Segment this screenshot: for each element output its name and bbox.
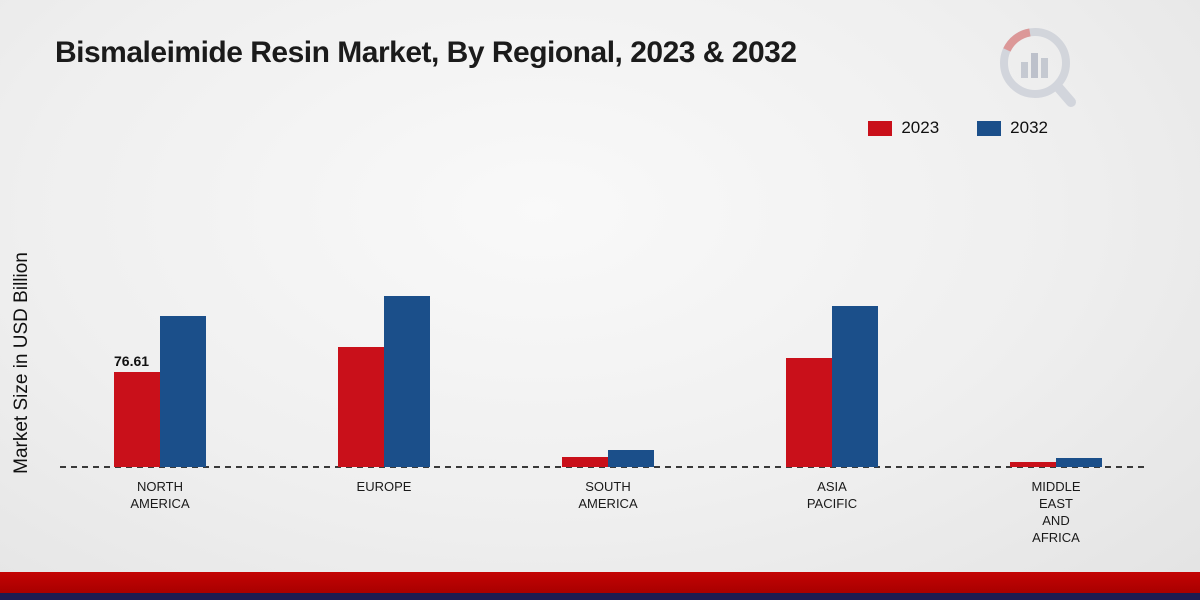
bar-pair-europe bbox=[338, 296, 430, 467]
legend-item-2023: 2023 bbox=[868, 118, 939, 138]
bar-pair-asia-pacific bbox=[786, 306, 878, 467]
category-label-north-america: NORTH AMERICA bbox=[130, 479, 190, 511]
y-axis-label: Market Size in USD Billion bbox=[11, 252, 32, 474]
legend-label: 2032 bbox=[1010, 118, 1048, 137]
bar-north-america-2023: 76.61 bbox=[114, 353, 160, 467]
plot-area: 76.61 NORTH AMERICA EUROPE SOUTH AMERICA ASIA P… bbox=[48, 287, 1168, 545]
footer-navy-stripe bbox=[0, 593, 1200, 600]
bar-south-america-2032 bbox=[608, 450, 654, 467]
legend-swatch-2032 bbox=[977, 120, 1002, 136]
bar-pair-north-america: 76.61 bbox=[114, 316, 206, 467]
chart-title: Bismaleimide Resin Market, By Regional, … bbox=[55, 36, 797, 69]
magnifier-bar-chart-logo-icon bbox=[1000, 28, 1076, 107]
category-group-south-america: SOUTH AMERICA bbox=[562, 287, 654, 511]
category-group-north-america: 76.61 NORTH AMERICA bbox=[114, 287, 206, 511]
bar-europe-2023 bbox=[338, 347, 384, 467]
category-group-europe: EUROPE bbox=[338, 287, 430, 494]
category-group-middle-east-and-africa: MIDDLE EAST AND AFRICA bbox=[1010, 287, 1102, 545]
category-label-europe: EUROPE bbox=[356, 479, 412, 494]
category-label-south-america: SOUTH AMERICA bbox=[578, 479, 638, 511]
bar-value-label: 76.61 bbox=[114, 353, 150, 369]
legend: 2023 2032 bbox=[868, 118, 1048, 138]
bar-asia-pacific-2023 bbox=[786, 358, 832, 467]
bar-pair-middle-east-and-africa bbox=[1010, 458, 1102, 467]
legend-swatch-2023 bbox=[868, 120, 893, 136]
category-group-asia-pacific: ASIA PACIFIC bbox=[786, 287, 878, 511]
bar-pair-south-america bbox=[562, 450, 654, 467]
category-label-middle-east-and-africa: MIDDLE EAST AND AFRICA bbox=[1031, 479, 1081, 545]
bar-asia-pacific-2032 bbox=[832, 306, 878, 467]
footer-red-stripe bbox=[0, 572, 1200, 593]
brand-logo bbox=[994, 20, 1084, 119]
legend-label: 2023 bbox=[901, 118, 940, 137]
x-axis-baseline bbox=[60, 466, 1144, 468]
legend-item-2032: 2032 bbox=[977, 118, 1048, 138]
bar-europe-2032 bbox=[384, 296, 430, 467]
bar-middle-east-and-africa-2023 bbox=[1010, 462, 1056, 467]
category-label-asia-pacific: ASIA PACIFIC bbox=[806, 479, 858, 511]
bar-middle-east-and-africa-2032 bbox=[1056, 458, 1102, 467]
bar-north-america-2032 bbox=[160, 316, 206, 467]
bar-south-america-2023 bbox=[562, 457, 608, 467]
